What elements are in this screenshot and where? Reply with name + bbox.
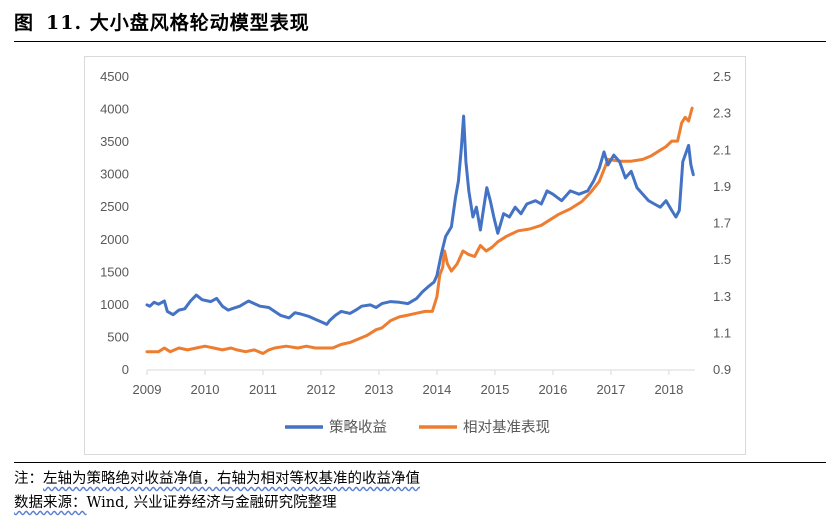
legend-relative-benchmark-label: 相对基准表现 <box>463 419 550 436</box>
x-tick-label: 2017 <box>596 382 625 397</box>
x-tick-label: 2012 <box>307 382 336 397</box>
y-right-tick-label: 1.3 <box>713 289 731 304</box>
chart-frame: 0 500 1000 1500 2000 2500 3000 3500 4000 4500 0.9 1… <box>84 56 746 455</box>
title-divider <box>14 41 826 42</box>
legend-strategy-return-label: 策略收益 <box>329 419 387 436</box>
figure-title-text: 大小盘风格轮动模型表现 <box>89 12 310 34</box>
y-left-tick-label: 2000 <box>100 232 129 247</box>
x-tick-label: 2009 <box>133 382 162 397</box>
x-tick-label: 2018 <box>654 382 683 397</box>
strategy-return-line <box>145 114 695 326</box>
y-left-tick-label: 3000 <box>100 167 129 182</box>
x-tick-label: 2013 <box>364 382 393 397</box>
relative-benchmark-line <box>145 106 694 355</box>
note-label: 注： <box>14 471 43 487</box>
y-right-tick-label: 1.1 <box>713 325 731 340</box>
x-tick-label: 2014 <box>422 382 451 397</box>
source-label: 数据来源： <box>14 495 87 511</box>
y-left-tick-label: 4000 <box>100 102 129 117</box>
x-tick-label: 2016 <box>538 382 567 397</box>
source-text: Wind, 兴业证券经济与金融研究院整理 <box>86 495 337 511</box>
y-left-tick-label: 2500 <box>100 199 129 214</box>
line-chart: 0 500 1000 1500 2000 2500 3000 3500 4000 4500 0.9 1… <box>100 69 731 436</box>
y-right-tick-label: 1.7 <box>713 216 731 231</box>
y-right-tick-label: 1.5 <box>713 252 731 267</box>
y-left-tick-label: 1500 <box>100 264 129 279</box>
figure-label: 图 <box>14 12 35 34</box>
y-right-tick-label: 2.1 <box>713 142 731 157</box>
note-text: 左轴为策略绝对收益净值，右轴为相对等权基准的收益净值 <box>43 471 420 487</box>
x-tick-label: 2010 <box>191 382 220 397</box>
note-line: 注：左轴为策略绝对收益净值，右轴为相对等权基准的收益净值 <box>14 467 420 488</box>
y-left-tick-label: 500 <box>107 329 129 344</box>
y-left-tick-label: 0 <box>122 362 129 377</box>
y-left-tick-label: 4500 <box>100 69 129 84</box>
y-left-tick-label: 1000 <box>100 297 129 312</box>
figure-title: 图 11. 大小盘风格轮动模型表现 <box>14 8 310 35</box>
figure-number: 11. <box>46 12 83 34</box>
source-line: 数据来源：Wind, 兴业证券经济与金融研究院整理 <box>14 491 337 512</box>
y-left-tick-label: 3500 <box>100 134 129 149</box>
y-right-tick-label: 0.9 <box>713 362 731 377</box>
y-right-tick-label: 2.5 <box>713 69 731 84</box>
x-tick-label: 2015 <box>480 382 509 397</box>
notes-divider <box>14 462 826 463</box>
y-right-tick-label: 2.3 <box>713 106 731 121</box>
x-tick-label: 2011 <box>249 382 277 397</box>
y-right-tick-label: 1.9 <box>713 179 731 194</box>
